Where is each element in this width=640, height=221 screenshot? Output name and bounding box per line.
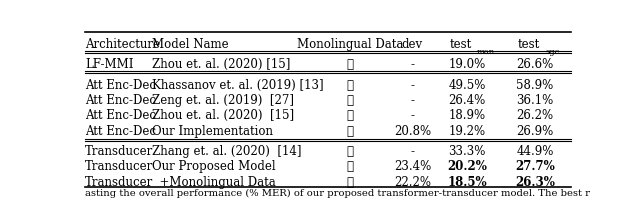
Text: -: - <box>410 94 414 107</box>
Text: 26.4%: 26.4% <box>448 94 486 107</box>
Text: Our Proposed Model: Our Proposed Model <box>152 160 276 173</box>
Text: ✓: ✓ <box>347 176 354 189</box>
Text: Monolingual Data: Monolingual Data <box>297 38 403 51</box>
Text: Architecture: Architecture <box>85 38 160 51</box>
Text: 26.3%: 26.3% <box>515 176 555 189</box>
Text: ✗: ✗ <box>347 109 354 122</box>
Text: 20.8%: 20.8% <box>394 125 431 138</box>
Text: -: - <box>410 58 414 71</box>
Text: Our Implementation: Our Implementation <box>152 125 273 138</box>
Text: -: - <box>410 109 414 122</box>
Text: test: test <box>518 38 540 51</box>
Text: test: test <box>450 38 472 51</box>
Text: LF-MMI: LF-MMI <box>85 58 134 71</box>
Text: Transducer: Transducer <box>85 176 153 189</box>
Text: Att Enc-Dec: Att Enc-Dec <box>85 109 156 122</box>
Text: 33.3%: 33.3% <box>448 145 486 158</box>
Text: ✗: ✗ <box>347 58 354 71</box>
Text: 36.1%: 36.1% <box>516 94 554 107</box>
Text: 26.6%: 26.6% <box>516 58 554 71</box>
Text: Zhang et. al. (2020)  [14]: Zhang et. al. (2020) [14] <box>152 145 301 158</box>
Text: -: - <box>410 79 414 92</box>
Text: 19.0%: 19.0% <box>448 58 486 71</box>
Text: 44.9%: 44.9% <box>516 145 554 158</box>
Text: ✗: ✗ <box>347 125 354 138</box>
Text: 20.2%: 20.2% <box>447 160 487 173</box>
Text: 49.5%: 49.5% <box>448 79 486 92</box>
Text: man: man <box>477 48 495 55</box>
Text: Zeng et. al. (2019)  [27]: Zeng et. al. (2019) [27] <box>152 94 294 107</box>
Text: dev: dev <box>402 38 423 51</box>
Text: 22.2%: 22.2% <box>394 176 431 189</box>
Text: 23.4%: 23.4% <box>394 160 431 173</box>
Text: 58.9%: 58.9% <box>516 79 554 92</box>
Text: Att Enc-Dec: Att Enc-Dec <box>85 94 156 107</box>
Text: ✗: ✗ <box>347 145 354 158</box>
Text: Khassanov et. al. (2019) [13]: Khassanov et. al. (2019) [13] <box>152 79 324 92</box>
Text: -: - <box>410 145 414 158</box>
Text: Att Enc-Dec: Att Enc-Dec <box>85 125 156 138</box>
Text: Transducer: Transducer <box>85 160 153 173</box>
Text: ✗: ✗ <box>347 160 354 173</box>
Text: 19.2%: 19.2% <box>448 125 486 138</box>
Text: +Monolingual Data: +Monolingual Data <box>152 176 276 189</box>
Text: Transducer: Transducer <box>85 145 153 158</box>
Text: 27.7%: 27.7% <box>515 160 555 173</box>
Text: ✗: ✗ <box>347 94 354 107</box>
Text: 18.5%: 18.5% <box>447 176 486 189</box>
Text: 26.2%: 26.2% <box>516 109 554 122</box>
Text: 26.9%: 26.9% <box>516 125 554 138</box>
Text: sge: sge <box>545 48 559 55</box>
Text: 18.9%: 18.9% <box>448 109 486 122</box>
Text: asting the overall performance (% MER) of our proposed transformer-transducer mo: asting the overall performance (% MER) o… <box>85 188 590 198</box>
Text: ✗: ✗ <box>347 79 354 92</box>
Text: Model Name: Model Name <box>152 38 228 51</box>
Text: Zhou et. al. (2020) [15]: Zhou et. al. (2020) [15] <box>152 58 291 71</box>
Text: Att Enc-Dec: Att Enc-Dec <box>85 79 156 92</box>
Text: Zhou et. al. (2020)  [15]: Zhou et. al. (2020) [15] <box>152 109 294 122</box>
